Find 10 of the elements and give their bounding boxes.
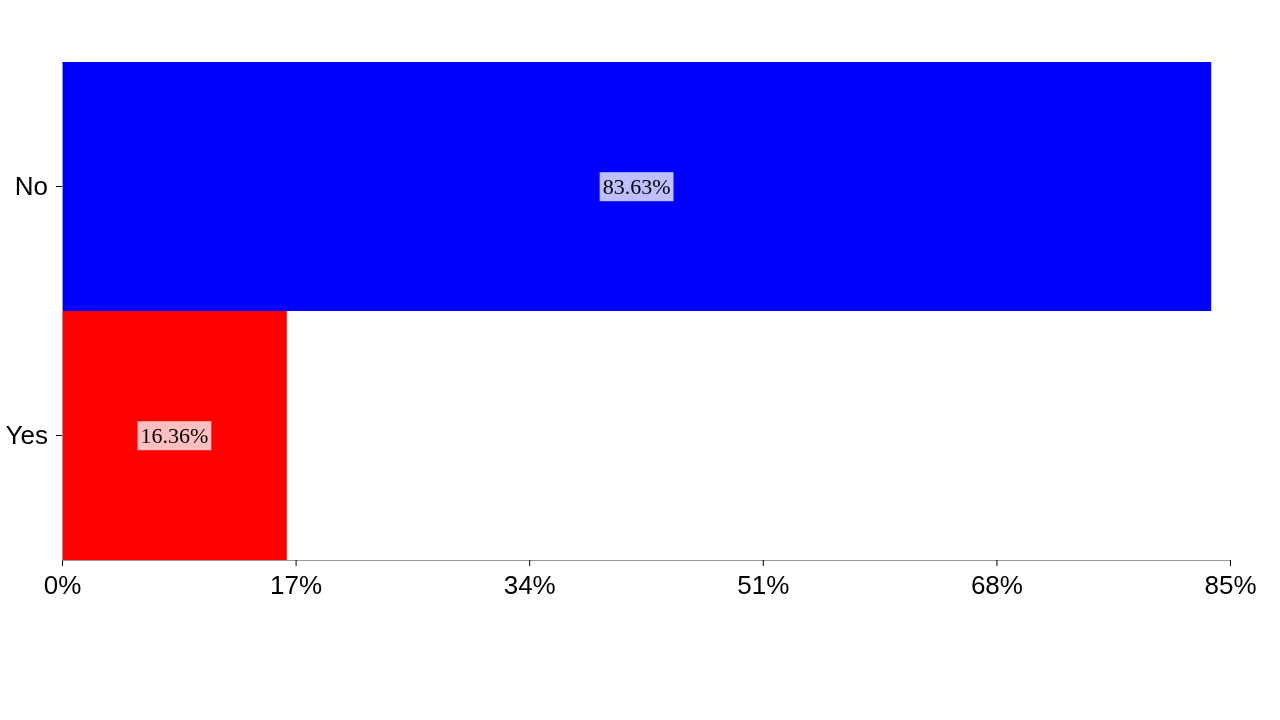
x-tick-label: 68% [970,570,1023,601]
x-tick-label: 0% [43,570,82,601]
x-tick-label: 17% [270,570,323,601]
x-tick-label: 85% [1204,570,1257,601]
data-label: 16.36% [140,423,209,449]
x-tick-label: 34% [503,570,556,601]
x-tick-label: 51% [737,570,790,601]
y-tick-label: Yes [5,419,48,450]
y-tick-label: No [14,170,48,201]
data-label: 83.63% [602,174,671,200]
